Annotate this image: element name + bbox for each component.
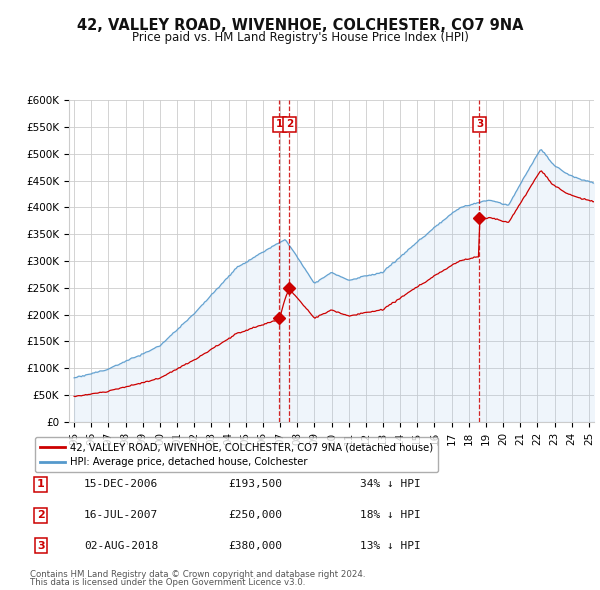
Text: 18% ↓ HPI: 18% ↓ HPI bbox=[360, 510, 421, 520]
Text: £193,500: £193,500 bbox=[228, 480, 282, 489]
Text: 1: 1 bbox=[37, 480, 44, 489]
Text: £250,000: £250,000 bbox=[228, 510, 282, 520]
Text: 16-JUL-2007: 16-JUL-2007 bbox=[84, 510, 158, 520]
Text: 42, VALLEY ROAD, WIVENHOE, COLCHESTER, CO7 9NA: 42, VALLEY ROAD, WIVENHOE, COLCHESTER, C… bbox=[77, 18, 523, 32]
Text: 34% ↓ HPI: 34% ↓ HPI bbox=[360, 480, 421, 489]
Legend: 42, VALLEY ROAD, WIVENHOE, COLCHESTER, CO7 9NA (detached house), HPI: Average pr: 42, VALLEY ROAD, WIVENHOE, COLCHESTER, C… bbox=[35, 437, 438, 473]
Text: 2: 2 bbox=[286, 119, 293, 129]
Text: 2: 2 bbox=[37, 510, 44, 520]
Text: Contains HM Land Registry data © Crown copyright and database right 2024.: Contains HM Land Registry data © Crown c… bbox=[30, 571, 365, 579]
Text: This data is licensed under the Open Government Licence v3.0.: This data is licensed under the Open Gov… bbox=[30, 578, 305, 587]
Text: £380,000: £380,000 bbox=[228, 541, 282, 550]
Text: Price paid vs. HM Land Registry's House Price Index (HPI): Price paid vs. HM Land Registry's House … bbox=[131, 31, 469, 44]
Text: 1: 1 bbox=[275, 119, 283, 129]
Text: 13% ↓ HPI: 13% ↓ HPI bbox=[360, 541, 421, 550]
Text: 02-AUG-2018: 02-AUG-2018 bbox=[84, 541, 158, 550]
Text: 3: 3 bbox=[476, 119, 483, 129]
Text: 15-DEC-2006: 15-DEC-2006 bbox=[84, 480, 158, 489]
Text: 3: 3 bbox=[37, 541, 44, 550]
